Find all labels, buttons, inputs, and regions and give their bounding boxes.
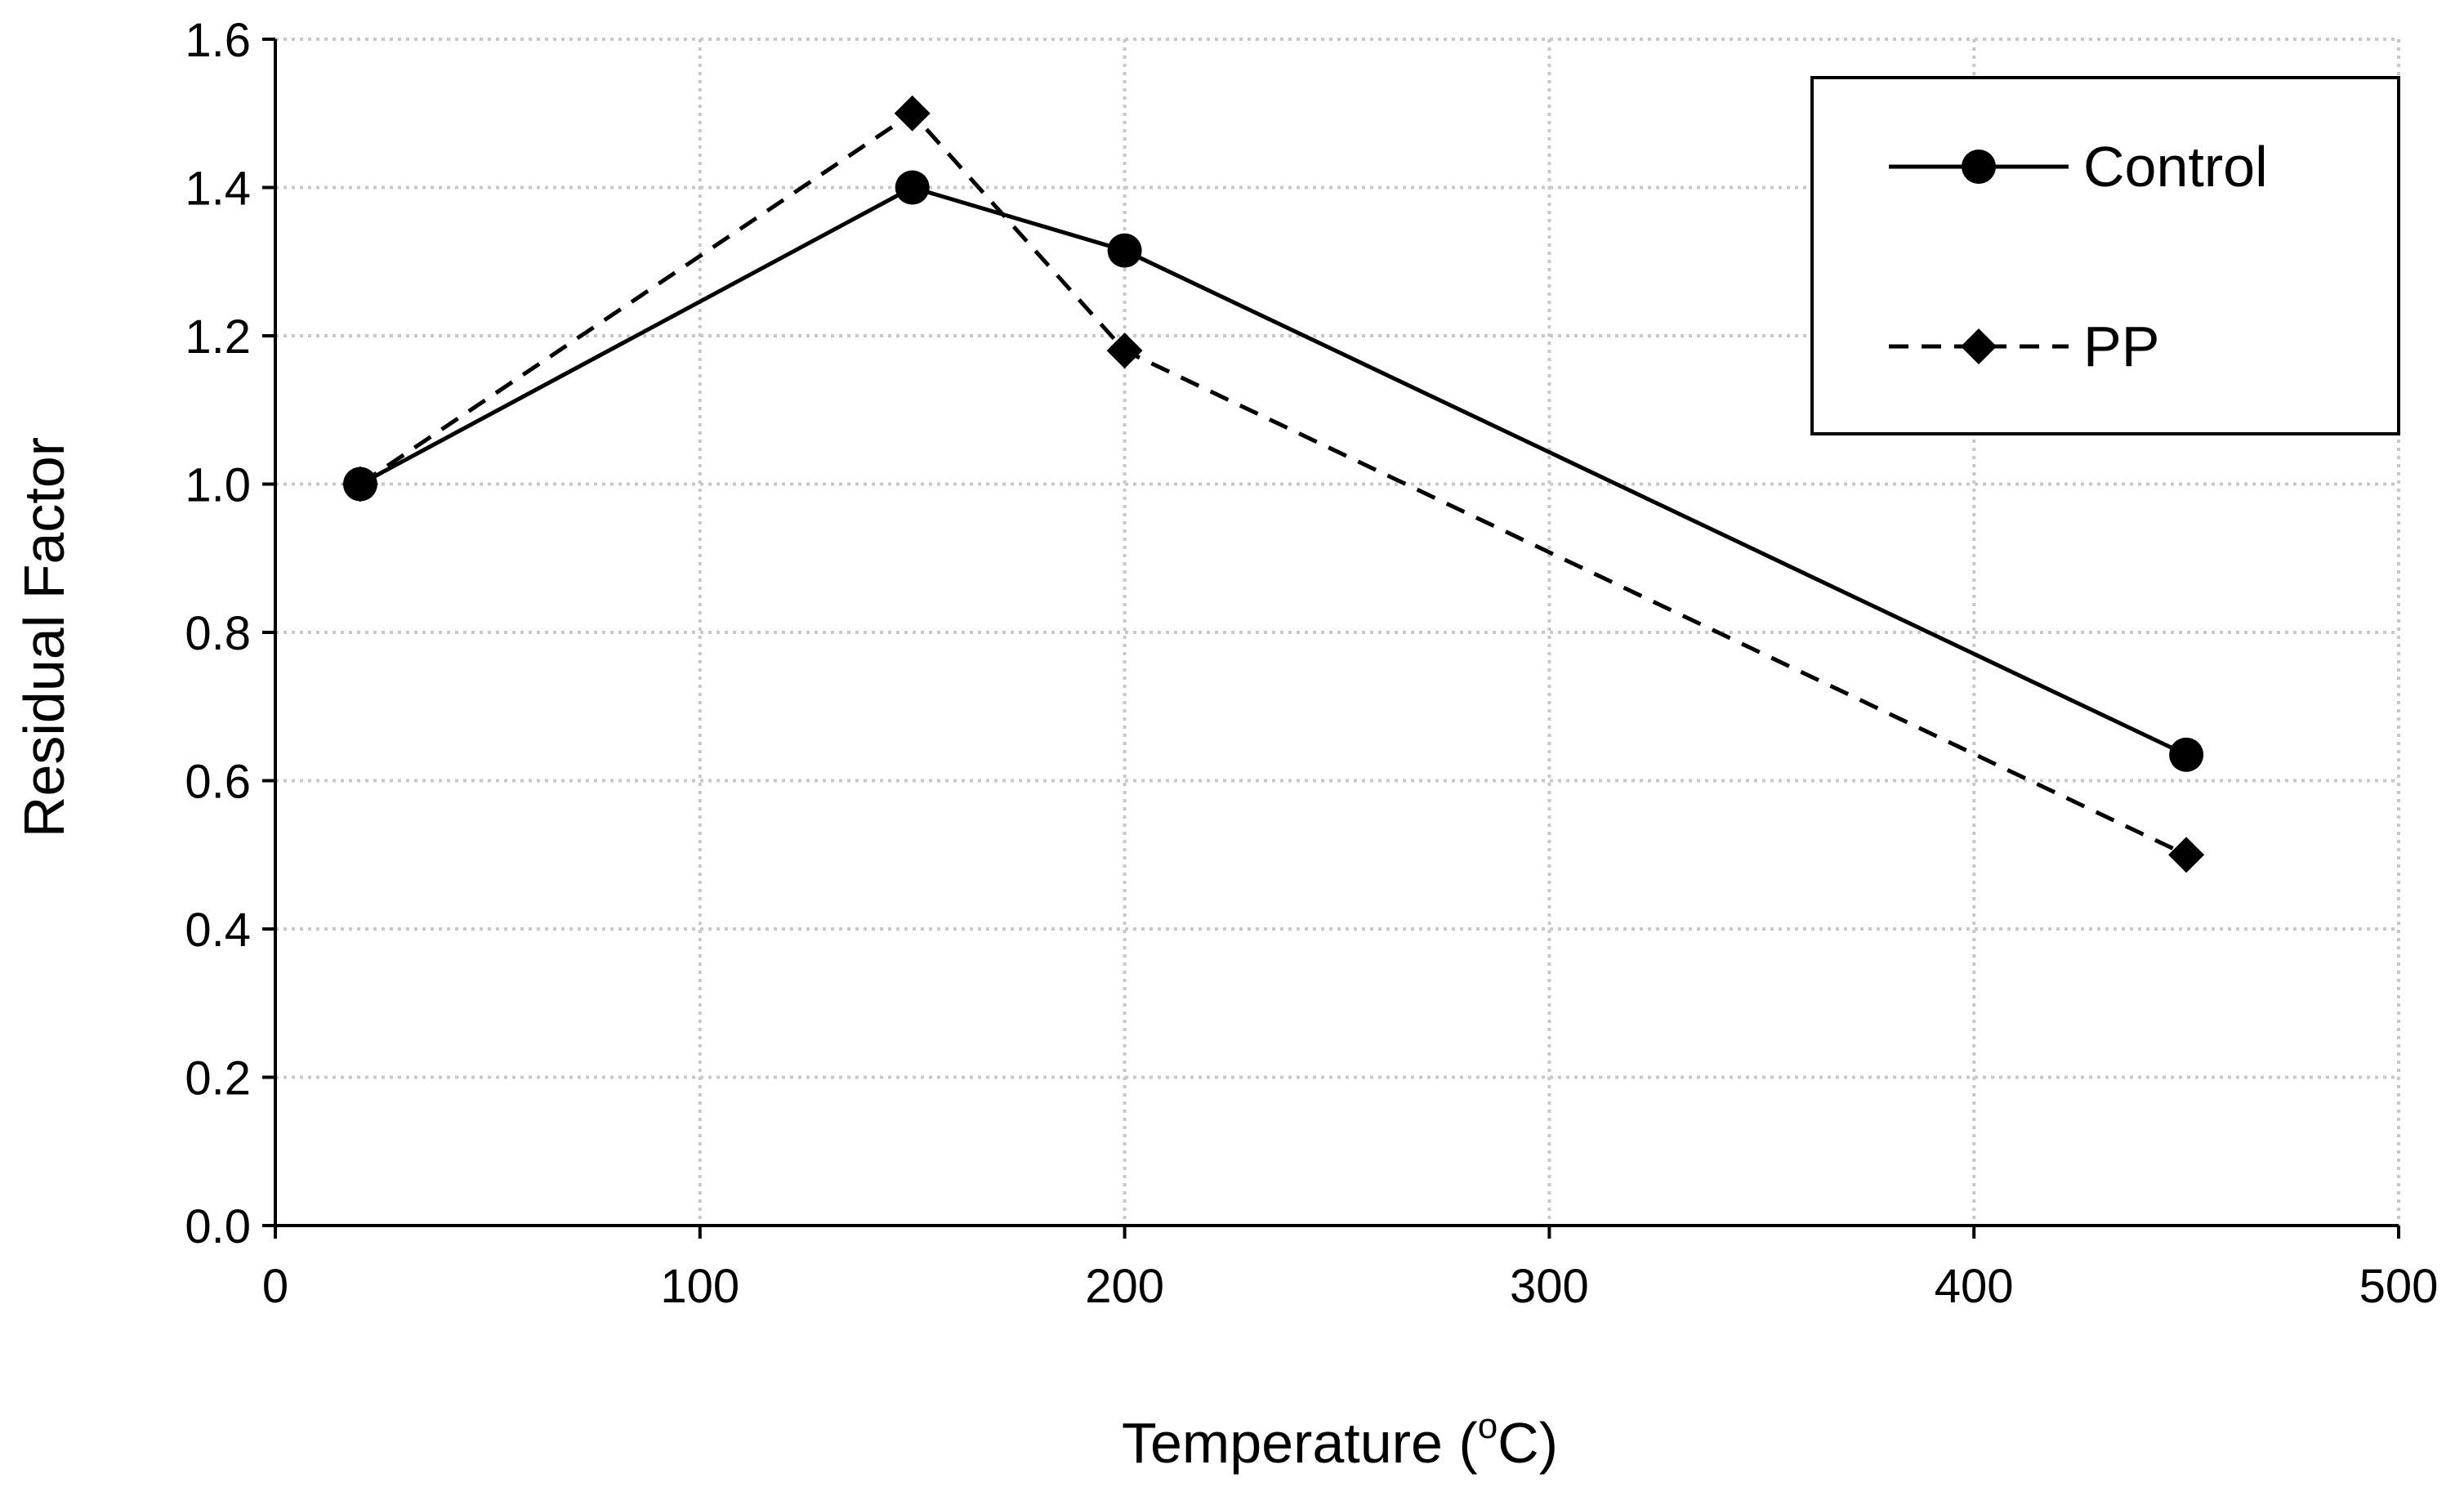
x-axis-title-main: Temperature ( <box>1122 1411 1478 1475</box>
data-point-control <box>895 170 930 205</box>
y-tick-label: 1.4 <box>185 163 251 216</box>
x-axis-title-superscript: o <box>1478 1406 1498 1446</box>
y-tick-label: 0.0 <box>185 1200 251 1253</box>
legend: Control PP <box>1810 76 2400 435</box>
legend-label-pp: PP <box>2083 315 2159 378</box>
data-point-pp <box>341 466 378 502</box>
y-tick-label: 0.4 <box>185 904 251 957</box>
y-tick-label: 0.2 <box>185 1052 251 1105</box>
x-axis-title-suffix: C) <box>1498 1411 1558 1475</box>
y-tick-label: 1.6 <box>185 14 251 67</box>
y-tick-label: 0.8 <box>185 607 251 660</box>
y-axis-title: Residual Factor <box>12 437 76 837</box>
data-point-pp <box>2168 837 2205 873</box>
series-line-control <box>359 185 2188 757</box>
data-point-control <box>2169 737 2204 772</box>
y-tick-label: 0.6 <box>185 756 251 809</box>
y-tick-label: 1.0 <box>185 459 251 512</box>
x-tick-label: 400 <box>1935 1260 2014 1313</box>
data-point-pp <box>894 95 931 132</box>
legend-box <box>1810 76 2400 435</box>
y-axis-ticks: 0.0 0.2 0.4 0.6 0.8 1.0 1.2 1.4 1.6 <box>185 14 275 1253</box>
legend-marker-pp <box>1961 328 1997 364</box>
x-tick-label: 0 <box>262 1260 288 1313</box>
series-line-pp <box>359 110 2188 857</box>
series-group <box>341 95 2205 873</box>
legend-marker-control <box>1962 150 1996 184</box>
data-point-control <box>1107 233 1142 268</box>
x-tick-label: 300 <box>1510 1260 1589 1313</box>
x-axis-title: Temperature (oC) <box>1122 1406 1558 1475</box>
x-tick-label: 200 <box>1085 1260 1164 1313</box>
x-axis-ticks: 0 100 200 300 400 500 <box>262 1226 2439 1313</box>
x-tick-label: 100 <box>660 1260 739 1313</box>
y-tick-label: 1.2 <box>185 310 251 364</box>
data-point-pp <box>1106 333 1143 369</box>
x-tick-label: 500 <box>2359 1260 2439 1313</box>
legend-label-control: Control <box>2083 135 2268 199</box>
